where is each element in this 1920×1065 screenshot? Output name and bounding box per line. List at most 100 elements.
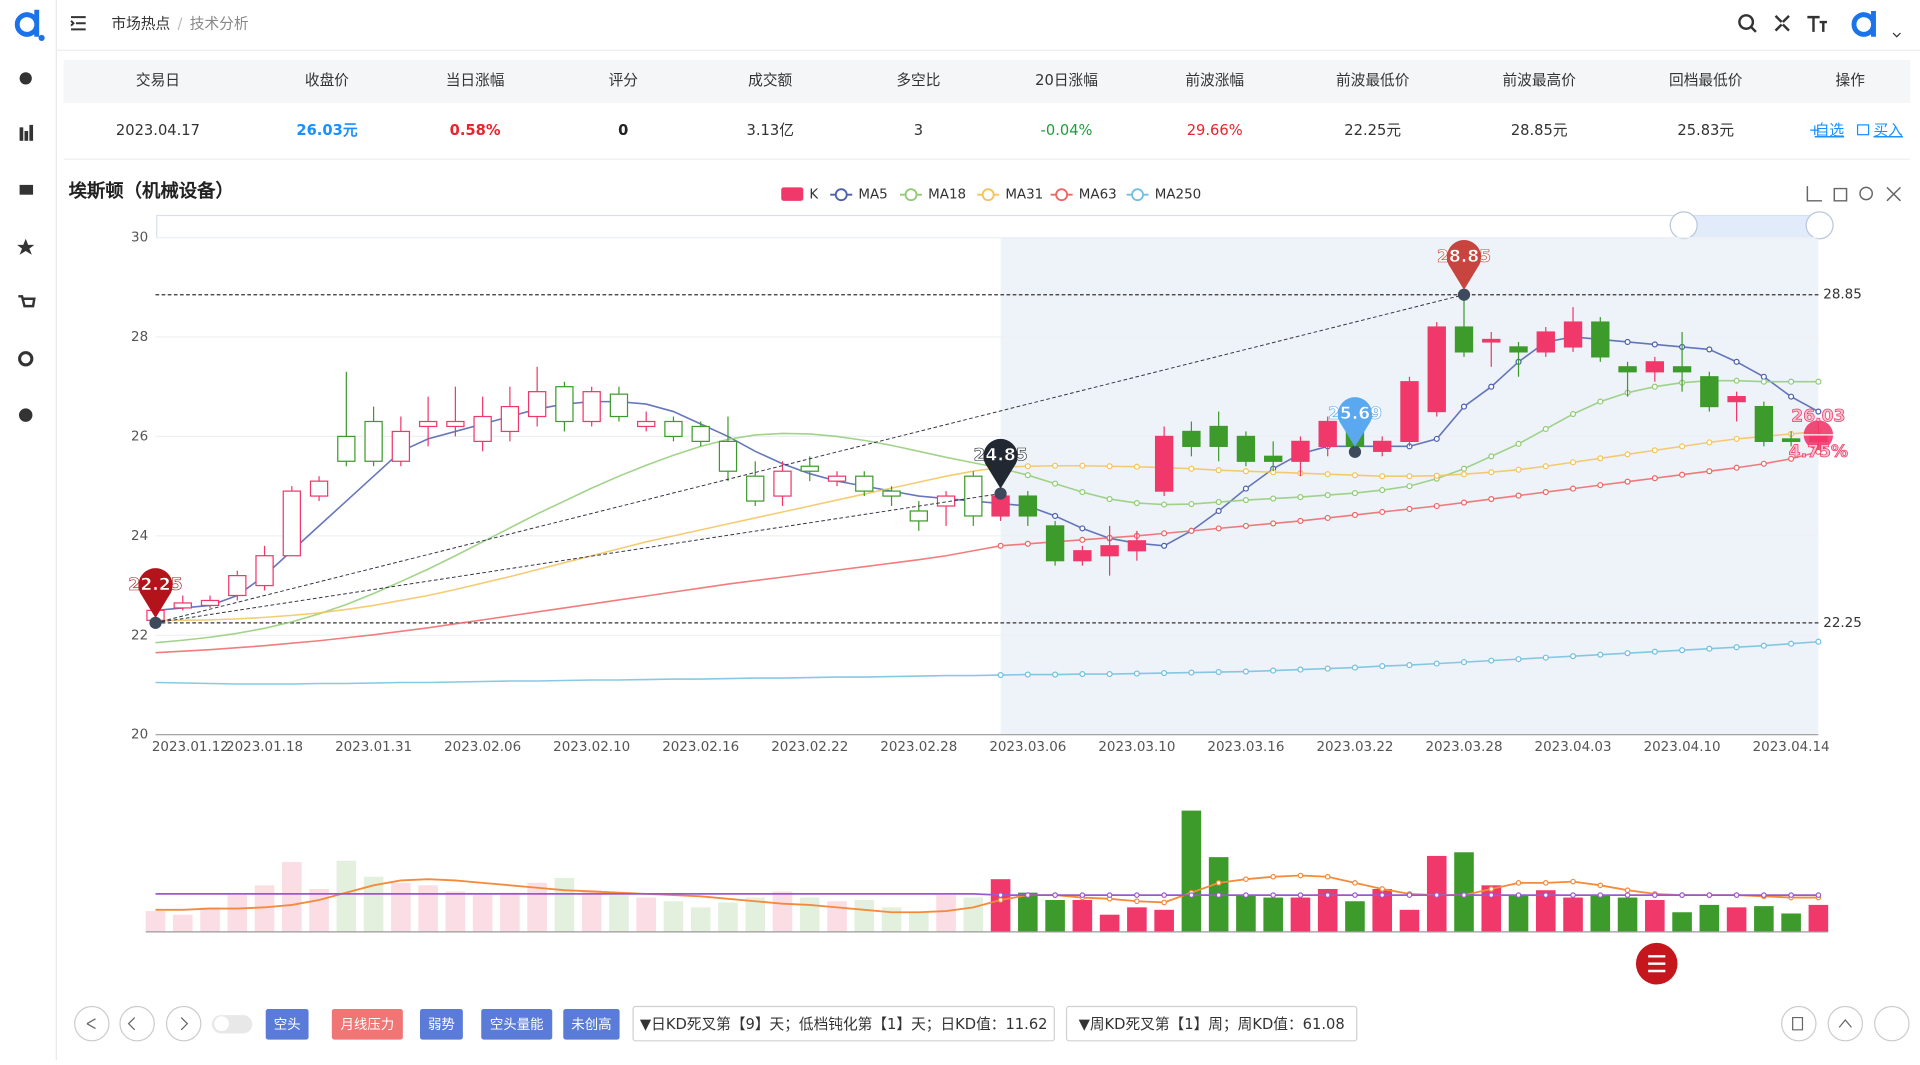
font-size-icon[interactable] [1807,15,1827,32]
ma-point [1597,455,1604,462]
signal-button[interactable] [420,1008,463,1040]
ma-point [1406,662,1413,669]
cell: 28.85元 [1511,122,1568,139]
legend-marker [1131,188,1144,202]
ma-point [1433,435,1440,442]
volume-point [1570,878,1576,885]
ma-point [1215,498,1222,506]
signal-button[interactable] [481,1008,553,1040]
ma-point [1706,645,1713,652]
buy-icon [1856,124,1870,136]
nav-icon [29,124,34,141]
ma-point [1733,644,1740,651]
breadcrumb[interactable]: 市场热点 [111,15,170,32]
ma-point [1242,522,1249,529]
signal-button[interactable] [331,1008,403,1040]
ma-point [1515,656,1522,663]
candle-body [800,465,819,472]
watch-link[interactable]: 自选 [1815,122,1845,139]
ma-point [1188,527,1195,534]
volume-bar [581,890,602,932]
volume-bar [254,885,275,932]
nav-icon[interactable] [17,238,35,255]
ma-point [1542,654,1549,661]
ma-point [1433,472,1440,479]
candle-body [1018,495,1038,517]
nav-icon[interactable] [18,295,36,308]
up-button[interactable] [1827,1005,1864,1042]
ma-point [1651,447,1658,454]
signal-button[interactable] [265,1008,309,1040]
tool-back[interactable] [1833,187,1848,202]
nav-icon[interactable] [19,72,32,85]
signal-button[interactable] [563,1008,620,1040]
volume-point [1243,876,1249,883]
ma-point [1406,505,1413,513]
buy-link[interactable]: 买入 [1873,122,1903,139]
ma-point [1297,666,1304,673]
ma-point [1433,660,1440,667]
candle-body [1373,440,1392,452]
volume-point [1324,892,1331,898]
ma-point [1242,468,1249,475]
ma-point [1460,471,1468,478]
x-tick-label: 2023.02.10 [553,740,630,755]
candle-body [337,435,356,462]
volume-bar [718,902,738,932]
nav-icon[interactable] [19,127,24,141]
candle-body [582,391,601,423]
cell: 3.13亿 [747,122,794,139]
volume-bar [391,882,411,932]
ma-point [1760,460,1767,467]
column-header: 前波涨幅 [1185,72,1244,89]
volume-point [1134,892,1140,898]
volume-point [1706,892,1713,898]
candle-body [1127,540,1147,552]
ma-point [1161,530,1168,537]
ma-point [1079,462,1086,469]
volume-bar [336,860,357,932]
zoom-handle[interactable] [1669,211,1698,240]
legend-label: K [809,188,819,203]
volume-point [1570,892,1576,898]
ma-point [1242,668,1249,675]
ma-point [1324,492,1331,499]
zoom-slider[interactable] [156,214,1821,239]
copy-button[interactable] [1781,1005,1817,1042]
cell: 26.03元 [296,122,357,139]
tool-restore[interactable] [1859,186,1873,201]
column-header: 交易日 [136,71,180,89]
volume-bar [1154,909,1174,932]
reference-label: 28.85 [1823,288,1862,303]
menu-toggle[interactable] [70,16,86,31]
tool-save[interactable] [1886,186,1901,202]
ma-point [1324,514,1331,522]
zoom-handle[interactable] [1805,211,1834,240]
logo[interactable] [14,9,40,37]
signal-button-label: 未创高 [571,1016,611,1033]
tool-zoom[interactable] [1806,186,1823,202]
ma-point [1024,463,1031,470]
ma-point [1542,463,1549,470]
volume-bar [1099,914,1120,932]
nav-icon[interactable] [18,408,33,422]
legend-swatch [781,187,804,201]
volume-bar [827,901,847,932]
nav-next[interactable] [165,1005,202,1042]
refresh-button[interactable] [1874,1005,1910,1042]
nav-prev[interactable] [119,1005,155,1042]
ma-point [1351,511,1359,519]
fullscreen-icon[interactable] [1774,15,1790,32]
cell: 0 [618,122,628,139]
nav-first[interactable] [74,1005,110,1042]
volume-bar [363,876,384,932]
zoom-window[interactable] [1683,215,1820,238]
nav-icon[interactable] [19,184,34,195]
avatar[interactable] [1851,11,1876,37]
nav-icon[interactable] [18,351,34,367]
y-tick-label: 28 [131,330,148,345]
volume-point [1215,880,1222,886]
x-tick-label: 2023.04.14 [1753,740,1830,755]
search-icon [1750,26,1757,33]
search-icon[interactable] [1738,14,1755,31]
